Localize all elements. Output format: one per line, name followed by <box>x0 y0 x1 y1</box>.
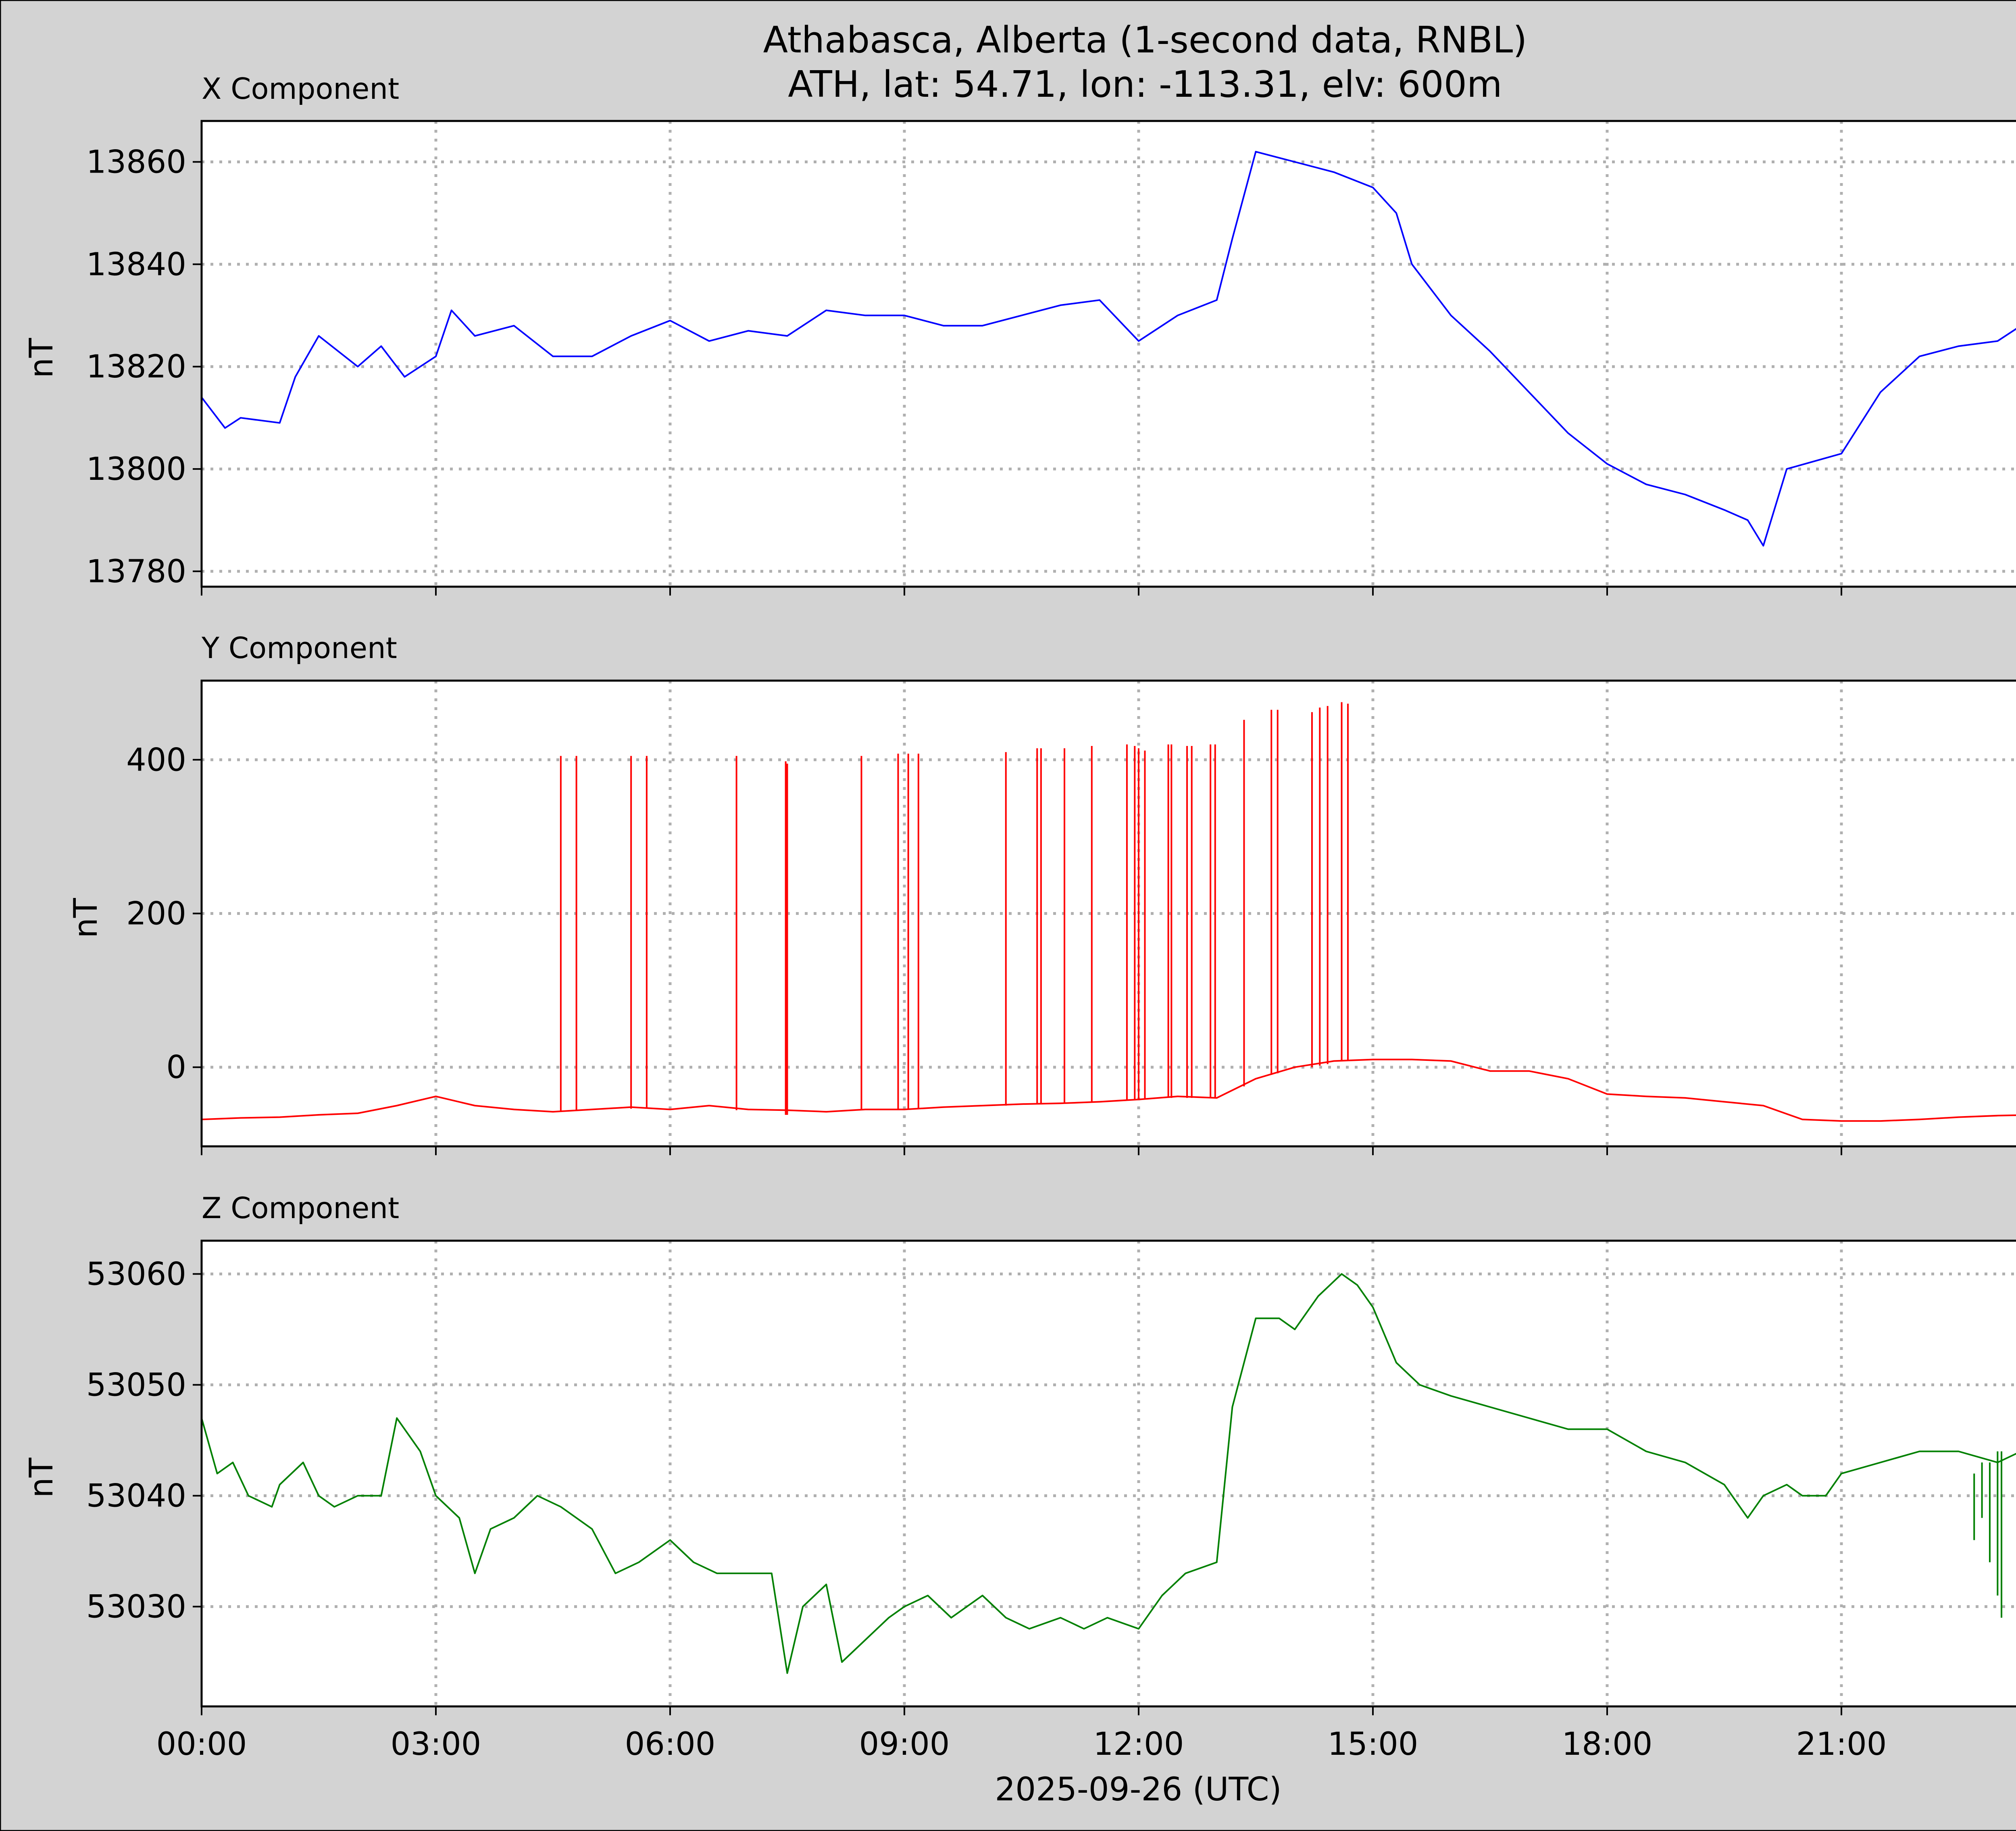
z-component-panel: Z Component nT 53030 53040 53050 53060 <box>23 1191 2016 1715</box>
z-component-plot-area <box>202 1241 2016 1706</box>
z-component-y-tick-label: 53060 <box>86 1256 186 1293</box>
y-component-ylabel: nT <box>67 898 104 938</box>
x-component-y-tick-label: 13800 <box>86 451 186 487</box>
z-component-series-line <box>201 1273 2016 1674</box>
y-component-y-tick-label: 400 <box>126 742 186 778</box>
y-component-title: Y Component <box>201 631 397 665</box>
x-tick-label: 00:00 <box>156 1726 247 1762</box>
z-component-y-tick-label: 53040 <box>86 1478 186 1514</box>
x-tick-label: 15:00 <box>1328 1726 1418 1762</box>
x-tick-label: 12:00 <box>1093 1726 1184 1762</box>
figure-title-line1: Athabasca, Alberta (1-second data, RNBL) <box>763 19 1527 61</box>
x-component-ylabel: nT <box>23 337 60 378</box>
x-component-y-tick-label: 13860 <box>86 144 186 181</box>
x-tick-labels: 00:00 03:00 06:00 09:00 12:00 15:00 18:00 21:00 <box>156 1726 1887 1762</box>
x-component-y-tick-label: 13820 <box>86 349 186 385</box>
figure-title-line2: ATH, lat: 54.71, lon: -113.31, elv: 600m <box>788 63 1502 106</box>
x-tick-label: 21:00 <box>1796 1726 1887 1762</box>
y-component-panel: Y Component nT 0 200 400 <box>67 631 2016 1155</box>
x-component-series-line <box>201 151 2016 547</box>
x-component-y-tick-label: 13840 <box>86 246 186 283</box>
x-tick-label: 18:00 <box>1562 1726 1653 1762</box>
z-component-y-tick-label: 53050 <box>86 1367 186 1404</box>
x-component-panel: X Component nT 13780 13800 13820 13840 13860 <box>23 72 2016 596</box>
y-component-y-tick-label: 0 <box>166 1050 186 1086</box>
x-component-title: X Component <box>202 72 399 106</box>
x-tick-label: 03:00 <box>391 1726 481 1762</box>
x-axis-label: 2025-09-26 (UTC) <box>995 1771 1281 1808</box>
z-component-frame <box>200 1239 2016 1708</box>
z-component-ylabel: nT <box>23 1457 60 1498</box>
x-tick-label: 09:00 <box>859 1726 950 1762</box>
x-component-plot-area <box>202 121 2016 587</box>
x-component-y-tick-label: 13780 <box>86 554 186 590</box>
y-component-frame <box>200 679 2016 1148</box>
x-tick-label: 06:00 <box>625 1726 716 1762</box>
y-component-y-tick-label: 200 <box>126 896 186 932</box>
x-component-frame <box>200 120 2016 588</box>
z-component-y-tick-label: 53030 <box>86 1589 186 1625</box>
z-component-title: Z Component <box>202 1191 399 1225</box>
